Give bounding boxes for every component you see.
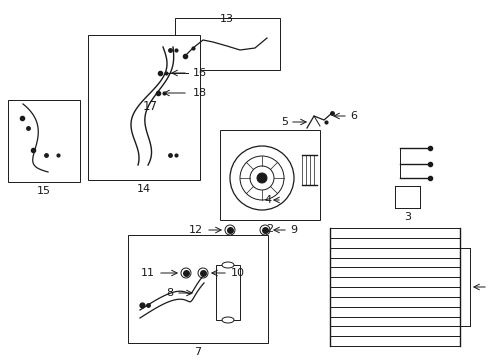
- Text: 16: 16: [193, 68, 206, 78]
- Text: 18: 18: [193, 88, 207, 98]
- Circle shape: [257, 173, 266, 183]
- Text: 2: 2: [266, 224, 273, 234]
- Text: 5: 5: [281, 117, 287, 127]
- Text: 7: 7: [194, 347, 201, 357]
- Text: 15: 15: [37, 186, 51, 196]
- Text: 9: 9: [289, 225, 297, 235]
- Text: 8: 8: [165, 288, 173, 298]
- Bar: [8, 100, 80, 182]
- Ellipse shape: [222, 317, 234, 323]
- Text: 4: 4: [264, 195, 271, 205]
- Text: 17: 17: [142, 100, 158, 113]
- Bar: [88, 35, 200, 180]
- Text: 11: 11: [141, 268, 155, 278]
- Text: 14: 14: [137, 184, 151, 194]
- Text: 12: 12: [188, 225, 203, 235]
- Bar: [216, 265, 240, 320]
- Text: 6: 6: [349, 111, 356, 121]
- Bar: [175, 18, 280, 70]
- Text: 13: 13: [220, 14, 234, 24]
- Bar: [220, 130, 319, 220]
- Text: 3: 3: [404, 212, 411, 222]
- Ellipse shape: [222, 262, 234, 268]
- Text: 10: 10: [230, 268, 244, 278]
- Bar: [128, 235, 267, 343]
